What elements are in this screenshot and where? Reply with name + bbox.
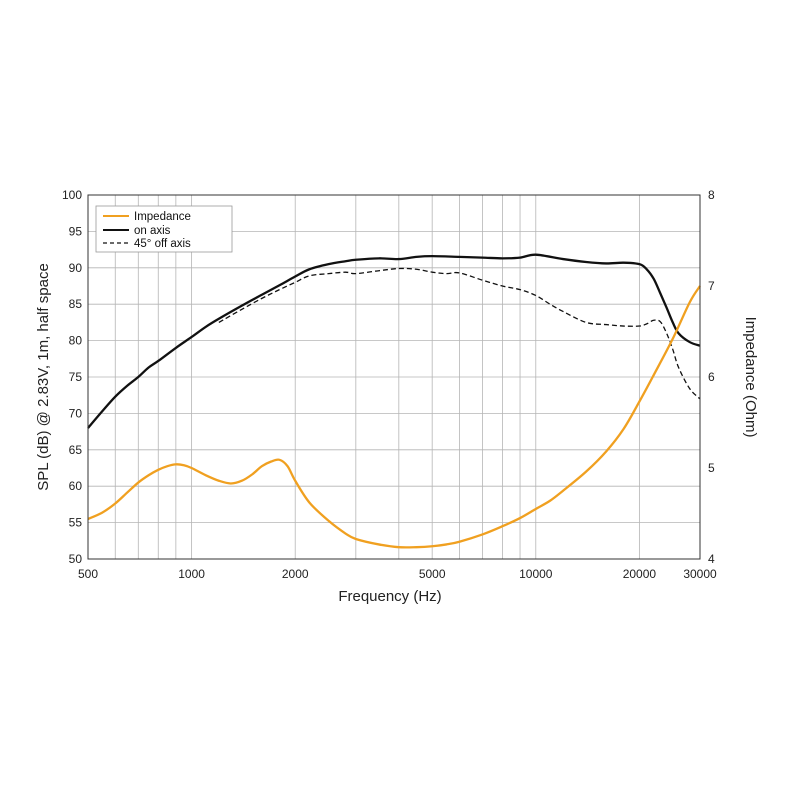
y-left-tick-label: 75: [69, 370, 83, 384]
y-right-tick-label: 7: [708, 279, 715, 293]
x-tick-label: 10000: [519, 567, 553, 581]
off-axis-line: [218, 267, 701, 400]
y-right-tick-label: 6: [708, 370, 715, 384]
y-left-tick-label: 100: [62, 188, 82, 202]
y-left-tick-label: 55: [69, 516, 83, 530]
x-tick-label: 1000: [178, 567, 205, 581]
y-left-tick-label: 85: [69, 297, 83, 311]
x-tick-label: 500: [78, 567, 98, 581]
y-right-tick-label: 8: [708, 188, 715, 202]
y-left-tick-labels: 50 55 60 65 70 75 80 85 90 95 100: [62, 188, 82, 566]
y-right-tick-label: 4: [708, 552, 715, 566]
x-tick-label: 5000: [419, 567, 446, 581]
series-group: [87, 253, 701, 549]
legend: Impedance on axis 45° off axis: [95, 205, 233, 253]
y-left-tick-label: 80: [69, 334, 83, 348]
y-left-tick-label: 70: [69, 406, 83, 420]
y-left-tick-label: 90: [69, 261, 83, 275]
grid: [88, 195, 700, 559]
y-left-tick-label: 95: [69, 224, 83, 238]
x-tick-labels: 500 1000 2000 5000 10000 20000 30000: [78, 567, 717, 581]
legend-label-on-axis: on axis: [134, 225, 171, 237]
y-left-tick-label: 50: [69, 552, 83, 566]
y-left-axis-title: SPL (dB) @ 2.83V, 1m, half space: [35, 263, 52, 491]
x-tick-label: 2000: [282, 567, 309, 581]
y-left-tick-label: 60: [69, 479, 83, 493]
y-right-tick-label: 5: [708, 461, 715, 475]
x-axis-title: Frequency (Hz): [338, 588, 441, 605]
y-right-tick-labels: 4 5 6 7 8: [708, 188, 715, 566]
y-left-tick-label: 65: [69, 443, 83, 457]
on-axis-line: [87, 253, 701, 429]
plot-border: [87, 194, 701, 560]
legend-label-impedance: Impedance: [134, 211, 191, 223]
x-tick-label: 20000: [623, 567, 657, 581]
legend-label-off-axis: 45° off axis: [134, 238, 191, 250]
y-right-axis-title: Impedance (Ohm): [742, 317, 759, 438]
x-tick-label: 30000: [683, 567, 717, 581]
impedance-line: [87, 285, 701, 549]
